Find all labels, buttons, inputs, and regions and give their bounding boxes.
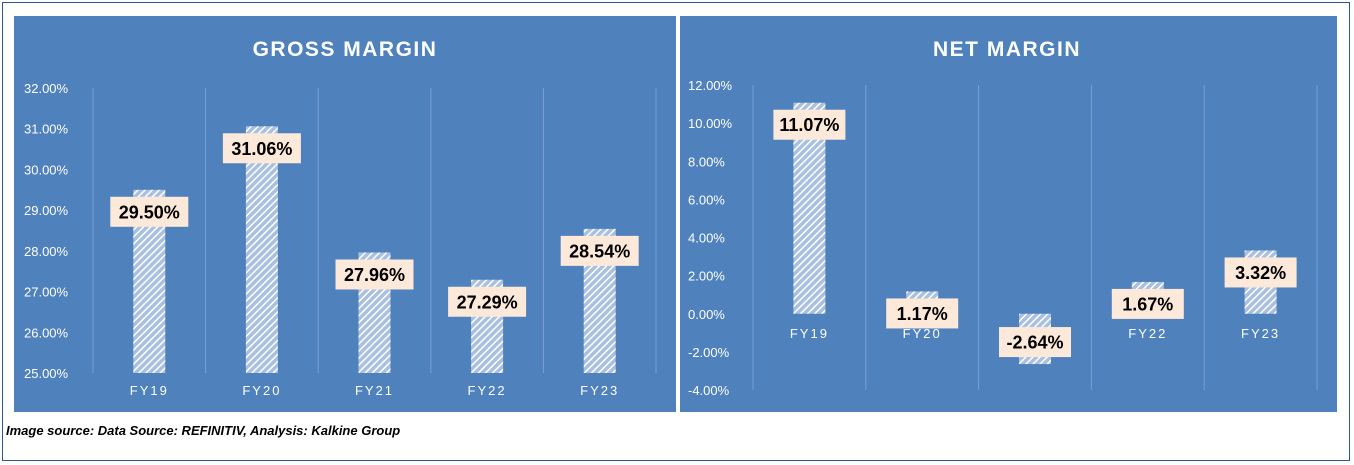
y-tick-label: -4.00% <box>688 383 730 398</box>
data-label: -2.64% <box>1006 333 1063 353</box>
y-tick-label: 28.00% <box>24 244 69 259</box>
y-tick-label: 25.00% <box>24 366 69 381</box>
gross-margin-svg: GROSS MARGIN 25.00% 26.00% 27.00% 28.00% 29.0… <box>24 38 657 398</box>
bar-fy20 <box>245 126 278 374</box>
y-tick-label: 31.00% <box>24 122 69 137</box>
data-label: 31.06% <box>231 139 292 159</box>
x-tick-label: FY22 <box>468 383 507 398</box>
chart-title: NET MARGIN <box>933 38 1081 61</box>
data-label: 29.50% <box>119 202 180 222</box>
x-tick-label: FY22 <box>1128 326 1167 341</box>
data-label: 11.07% <box>779 115 839 135</box>
y-tick-label: 0.00% <box>688 307 725 322</box>
gross-margin-chart: GROSS MARGIN 25.00% 26.00% 27.00% 28.00% 29.0… <box>14 16 676 412</box>
net-margin-svg: NET MARGIN -4.00% -2.00% 0.00% 2.00% 4.00% 6.0… <box>688 38 1318 398</box>
x-tick-label: FY23 <box>580 383 619 398</box>
data-label-box <box>999 327 1071 358</box>
net-margin-chart: NET MARGIN -4.00% -2.00% 0.00% 2.00% 4.00% 6.0… <box>680 16 1337 412</box>
data-label-box <box>1224 257 1297 288</box>
data-label: 28.54% <box>569 241 630 261</box>
data-label-box <box>560 235 639 266</box>
y-tick-label: 26.00% <box>24 325 69 340</box>
data-label: 1.17% <box>897 304 948 324</box>
chart-title: GROSS MARGIN <box>253 38 438 61</box>
y-tick-label: 29.00% <box>24 203 69 218</box>
y-tick-label: 10.00% <box>688 116 733 131</box>
data-label-box <box>1111 288 1184 319</box>
data-label: 27.96% <box>344 265 405 285</box>
y-tick-label: -2.00% <box>688 345 730 360</box>
data-label-box <box>335 259 414 290</box>
y-tick-label: 30.00% <box>24 162 69 177</box>
y-tick-label: 4.00% <box>688 231 725 246</box>
x-tick-label: FY19 <box>790 326 829 341</box>
x-tick-label: FY20 <box>903 326 942 341</box>
y-tick-label: 32.00% <box>24 81 69 96</box>
y-tick-label: 8.00% <box>688 154 725 169</box>
y-tick-label: 12.00% <box>688 78 733 93</box>
y-tick-label: 27.00% <box>24 285 69 300</box>
x-tick-label: FY20 <box>242 383 281 398</box>
data-label: 3.32% <box>1235 263 1286 283</box>
data-label-box <box>773 109 846 140</box>
data-label-box <box>222 133 301 164</box>
y-tick-label: 6.00% <box>688 192 725 207</box>
data-label: 27.29% <box>457 292 518 312</box>
x-tick-label: FY21 <box>355 383 394 398</box>
data-label-box <box>448 286 527 317</box>
source-note: Image source: Data Source: REFINITIV, An… <box>6 423 401 438</box>
y-tick-label: 2.00% <box>688 269 725 284</box>
x-tick-label: FY19 <box>130 383 169 398</box>
data-label-box <box>110 196 189 227</box>
data-label: 1.67% <box>1122 294 1173 314</box>
data-label-box <box>886 298 959 329</box>
x-tick-label: FY23 <box>1241 326 1280 341</box>
